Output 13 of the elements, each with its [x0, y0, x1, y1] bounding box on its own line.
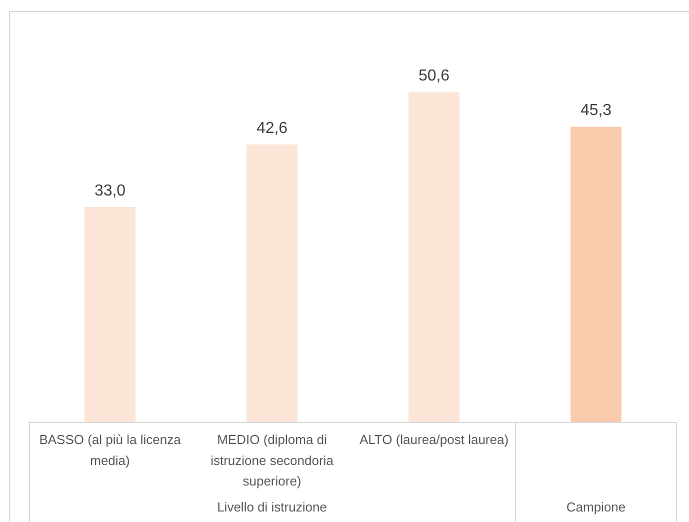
x-tick-label: MEDIO (diploma di istruzione secondoria superiore)	[210, 432, 334, 489]
bar	[246, 144, 298, 422]
x-tick-label: BASSO (al più la licenza media)	[39, 432, 182, 468]
data-label: 42,6	[256, 120, 288, 137]
x-tick-label: ALTO (laurea/post laurea)	[359, 432, 509, 447]
data-label: 45,3	[580, 102, 612, 120]
data-label: 33,0	[94, 182, 126, 200]
data-label: 50,6	[418, 68, 450, 85]
bar	[570, 126, 622, 422]
text: Livello di istruzione	[217, 500, 327, 515]
bar	[408, 92, 460, 422]
bar	[84, 206, 136, 422]
text: Campione	[566, 500, 626, 515]
